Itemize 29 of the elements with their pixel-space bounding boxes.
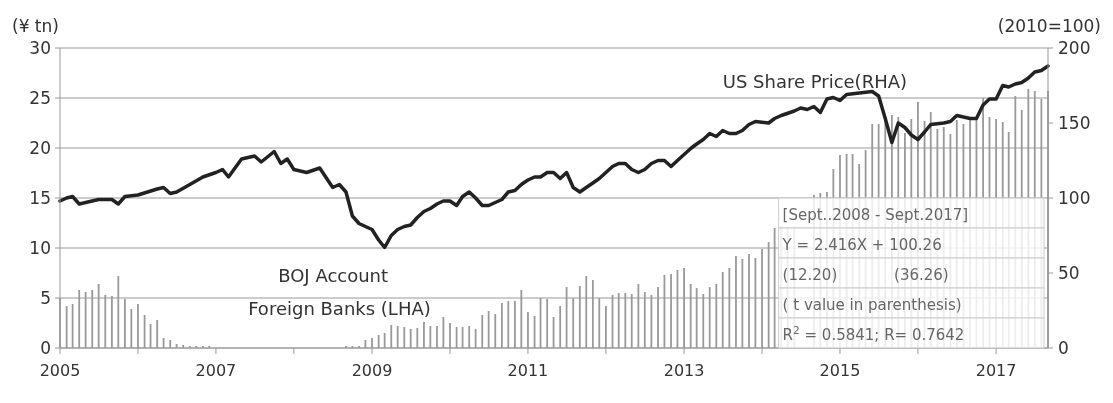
x-tick-label: 2011: [507, 361, 549, 380]
y2-tick-label: 200: [1058, 37, 1091, 58]
x-tick-label: 2017: [975, 361, 1017, 380]
annotation: Y = 2.416X + 100.26: [781, 235, 942, 254]
annotation: (36.26): [894, 265, 949, 284]
x-tick-label: 2015: [819, 361, 861, 380]
y2-tick-label: 0: [1058, 337, 1069, 358]
y-tick-label: 25: [29, 87, 51, 108]
y2-tick-label: 100: [1058, 187, 1091, 208]
y-axis-title: (¥ tn): [12, 16, 59, 36]
annotation: (12.20): [782, 265, 838, 284]
series-label: BOJ Account Foreign Banks (LHA): [248, 265, 431, 319]
y2-axis-title: (2010=100): [997, 16, 1101, 36]
x-tick-label: 2005: [39, 361, 81, 380]
annotation: R$^{2}$ = 0.5841; R= 0.7642: [782, 323, 965, 344]
y-tick-label: 10: [29, 237, 51, 258]
y-tick-label: 30: [29, 37, 51, 58]
annotation: [Sept..2008 - Sept.2017]: [782, 205, 969, 224]
y-tick-label: 15: [29, 187, 51, 208]
series-label: US Share Price(RHA): [722, 71, 908, 92]
x-tick-label: 2007: [195, 361, 237, 380]
y-tick-label: 20: [29, 137, 51, 158]
y2-tick-label: 50: [1058, 262, 1080, 283]
x-tick-label: 2009: [351, 361, 393, 380]
y-tick-label: 0: [40, 337, 51, 358]
annotation: ( t value in parenthesis): [782, 295, 962, 314]
y2-tick-label: 150: [1058, 112, 1091, 133]
x-tick-label: 2013: [663, 361, 705, 380]
y-tick-label: 5: [40, 287, 51, 308]
